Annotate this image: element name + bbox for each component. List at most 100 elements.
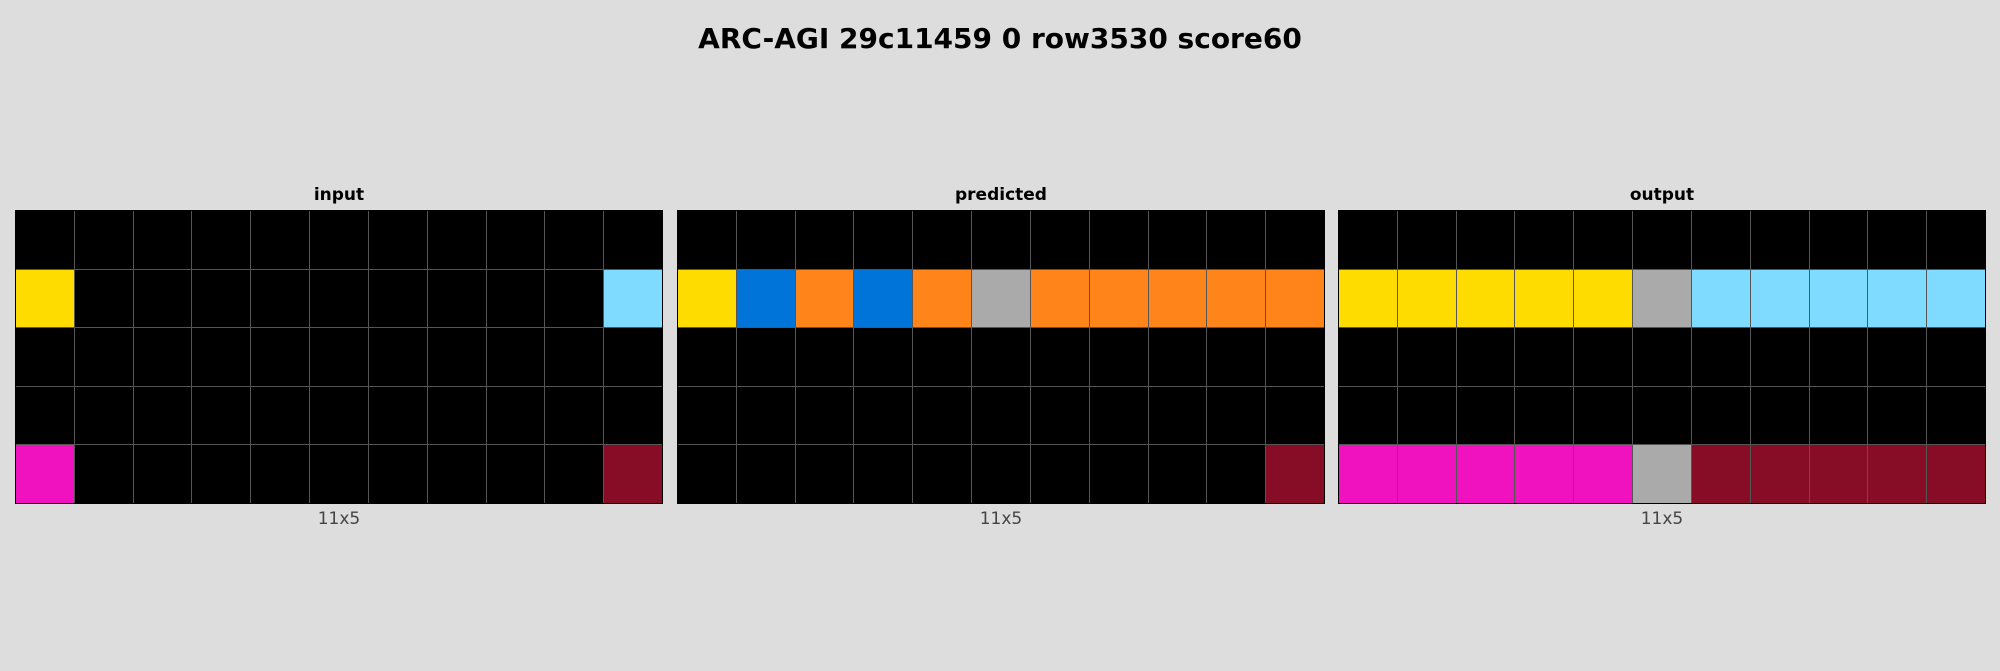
grid-cell <box>1691 386 1750 445</box>
grid-cell <box>16 445 74 503</box>
grid-cell <box>736 211 795 269</box>
grid-cell <box>368 269 427 328</box>
grid-cell <box>1030 328 1089 386</box>
grid-cell <box>310 211 368 269</box>
grid-cell <box>16 269 74 328</box>
grid-cell <box>1633 269 1691 328</box>
grid-cell <box>1207 445 1266 503</box>
input-panel-title: input <box>313 185 365 205</box>
grid-cell <box>1339 445 1397 503</box>
grid-cell <box>913 445 972 503</box>
grid-cell <box>1148 269 1207 328</box>
grid-cell <box>678 328 736 386</box>
grid-cell <box>16 386 74 445</box>
grid-cell <box>368 328 427 386</box>
grid-cell <box>972 386 1030 445</box>
grid-cell <box>1809 211 1868 269</box>
grid-cell <box>1868 386 1927 445</box>
grid-cell <box>1456 269 1515 328</box>
grid-cell <box>1574 445 1633 503</box>
grid-cell <box>1456 445 1515 503</box>
grid-cell <box>251 328 310 386</box>
grid-cell <box>1927 211 1985 269</box>
grid-cell <box>1266 328 1324 386</box>
grid-cell <box>795 328 854 386</box>
grid-cell <box>1397 445 1456 503</box>
grid-cell <box>1515 386 1574 445</box>
grid-cell <box>972 445 1030 503</box>
grid-cell <box>1207 269 1266 328</box>
grid-cell <box>795 445 854 503</box>
grid-cell <box>1515 328 1574 386</box>
grid-cell <box>16 328 74 386</box>
grid-cell <box>545 269 604 328</box>
input-grid <box>15 210 663 504</box>
grid-cell <box>854 328 913 386</box>
grid-cell <box>795 269 854 328</box>
grid-cell <box>604 211 662 269</box>
grid-cell <box>1456 211 1515 269</box>
grid-cell <box>1809 328 1868 386</box>
grid-cell <box>133 445 192 503</box>
grid-cell <box>545 328 604 386</box>
grid-cell <box>1266 386 1324 445</box>
grid-cell <box>1207 386 1266 445</box>
grid-cell <box>1089 445 1148 503</box>
grid-cell <box>854 211 913 269</box>
grid-cell <box>1750 445 1809 503</box>
grid-cell <box>1809 269 1868 328</box>
grid-cell <box>1266 445 1324 503</box>
grid-cell <box>1750 386 1809 445</box>
grid-cell <box>1266 269 1324 328</box>
grid-cell <box>1397 386 1456 445</box>
grid-cell <box>604 445 662 503</box>
grid-cell <box>1456 328 1515 386</box>
grid-cell <box>486 211 545 269</box>
output-panel-title: output <box>1629 185 1695 205</box>
grid-cell <box>133 211 192 269</box>
grid-cell <box>1691 328 1750 386</box>
grid-cell <box>1207 328 1266 386</box>
grid-cell <box>1339 211 1397 269</box>
grid-cell <box>1030 386 1089 445</box>
predicted-grid <box>677 210 1325 504</box>
grid-cell <box>1089 328 1148 386</box>
grid-cell <box>545 445 604 503</box>
grid-cell <box>1089 211 1148 269</box>
grid-cell <box>1089 269 1148 328</box>
input-grid-size: 11x5 <box>317 509 361 529</box>
grid-cell <box>1809 445 1868 503</box>
grid-cell <box>74 269 133 328</box>
grid-cell <box>1030 269 1089 328</box>
grid-cell <box>736 386 795 445</box>
grid-cell <box>913 211 972 269</box>
grid-cell <box>1089 386 1148 445</box>
grid-cell <box>486 386 545 445</box>
grid-cell <box>1868 445 1927 503</box>
grid-cell <box>427 445 486 503</box>
grid-cell <box>795 386 854 445</box>
grid-cell <box>251 211 310 269</box>
grid-cell <box>486 445 545 503</box>
grid-cell <box>1691 211 1750 269</box>
grid-cell <box>678 211 736 269</box>
grid-cell <box>427 386 486 445</box>
grid-cell <box>310 445 368 503</box>
grid-cell <box>736 445 795 503</box>
grid-cell <box>854 269 913 328</box>
grid-cell <box>678 445 736 503</box>
grid-cell <box>545 386 604 445</box>
grid-cell <box>913 386 972 445</box>
grid-cell <box>74 211 133 269</box>
page-title: ARC-AGI 29c11459 0 row3530 score60 <box>698 22 1302 55</box>
grid-cell <box>1515 211 1574 269</box>
grid-cell <box>972 328 1030 386</box>
grid-cell <box>1927 328 1985 386</box>
grid-cell <box>1750 328 1809 386</box>
grid-cell <box>795 211 854 269</box>
grid-cell <box>1207 211 1266 269</box>
output-grid <box>1338 210 1986 504</box>
grid-cell <box>1633 445 1691 503</box>
grid-cell <box>1633 211 1691 269</box>
grid-cell <box>678 386 736 445</box>
